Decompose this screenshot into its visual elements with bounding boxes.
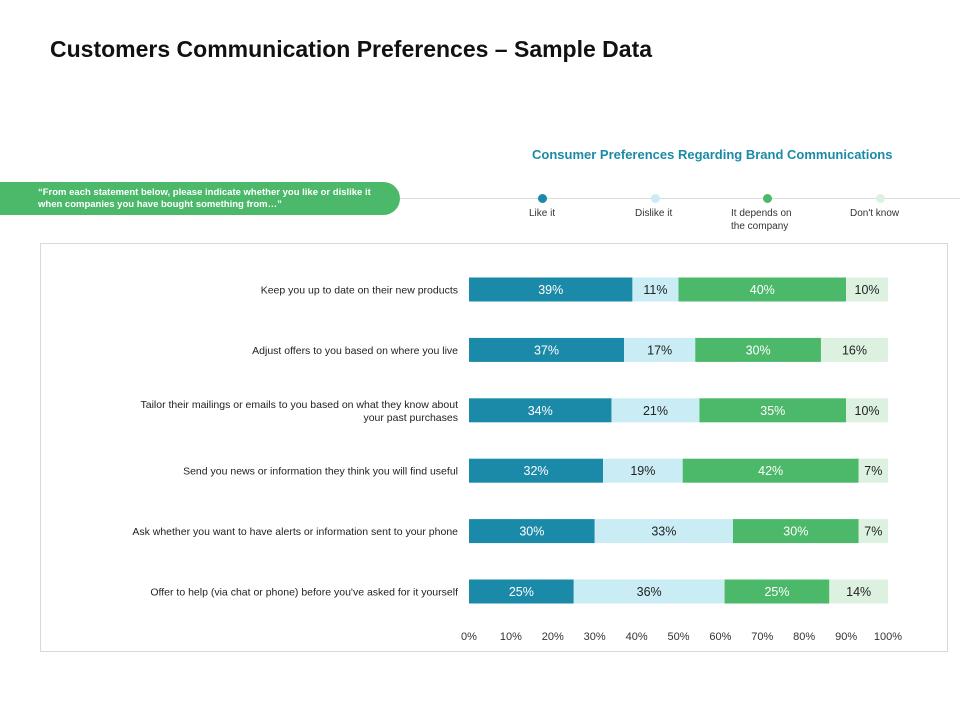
bar-segment-it-depends-on-the-company <box>678 277 847 302</box>
legend-label: It depends on the company <box>731 207 792 233</box>
data-label: 25% <box>509 585 534 599</box>
data-label: 40% <box>750 283 775 297</box>
bar-segment-it-depends-on-the-company <box>732 519 859 544</box>
x-tick-label: 40% <box>626 631 648 643</box>
survey-prompt: “From each statement below, please indic… <box>0 182 400 215</box>
x-tick-label: 50% <box>667 631 689 643</box>
legend-label-line: Dislike it <box>635 208 673 219</box>
bar-segment-it-depends-on-the-company <box>695 337 821 362</box>
bar-segment-like-it <box>469 337 625 362</box>
x-tick-label: 10% <box>500 631 522 643</box>
bar-segment-dislike-it <box>573 579 725 604</box>
stacked-bar-chart: Keep you up to date on their new product… <box>132 277 902 643</box>
legend-dot-icon <box>763 194 772 203</box>
bar-segment-dislike-it <box>594 519 733 544</box>
x-tick-label: 30% <box>584 631 606 643</box>
bar-segment-dislike-it <box>624 337 696 362</box>
category-label: your past purchases <box>363 412 458 424</box>
data-label: 10% <box>855 404 880 418</box>
bar-segment-don-t-know <box>846 277 888 302</box>
data-label: 7% <box>864 464 882 478</box>
bar-segment-it-depends-on-the-company <box>699 398 847 423</box>
data-label: 25% <box>764 585 789 599</box>
legend-dot-icon <box>538 194 547 203</box>
legend-label-line: Don't know <box>850 208 900 219</box>
bar-segment-dislike-it <box>632 277 679 302</box>
data-label: 11% <box>643 283 667 297</box>
bar-segment-it-depends-on-the-company <box>682 458 859 483</box>
legend-label-line: It depends on <box>731 208 792 219</box>
bar-segment-it-depends-on-the-company <box>724 579 830 604</box>
legend-label-line: Like it <box>529 208 556 219</box>
bar-segment-dislike-it <box>611 398 700 423</box>
data-label: 39% <box>538 283 563 297</box>
x-tick-label: 0% <box>461 631 477 643</box>
x-tick-label: 100% <box>874 631 902 643</box>
data-label: 10% <box>855 283 880 297</box>
chart-panel: Keep you up to date on their new product… <box>40 243 948 652</box>
bar-segment-like-it <box>469 579 574 604</box>
data-label: 30% <box>519 525 544 539</box>
data-label: 35% <box>760 404 785 418</box>
bar-segment-dislike-it <box>603 458 683 483</box>
bar-segment-like-it <box>469 458 604 483</box>
legend-label: Don't know <box>850 207 899 220</box>
data-label: 42% <box>758 464 783 478</box>
x-tick-label: 70% <box>751 631 773 643</box>
category-label: Tailor their mailings or emails to you b… <box>140 399 458 411</box>
data-label: 30% <box>783 525 808 539</box>
legend-dot-icon <box>876 194 885 203</box>
category-label: Offer to help (via chat or phone) before… <box>150 587 458 599</box>
chart-title: Consumer Preferences Regarding Brand Com… <box>532 147 893 162</box>
x-tick-label: 20% <box>542 631 564 643</box>
bar-segment-don-t-know <box>846 398 888 423</box>
data-label: 30% <box>746 343 771 357</box>
bar-segment-like-it <box>469 519 595 544</box>
x-tick-label: 90% <box>835 631 857 643</box>
data-label: 34% <box>528 404 553 418</box>
category-label: Keep you up to date on their new product… <box>261 285 458 297</box>
bar-segment-don-t-know <box>829 579 888 604</box>
bar-segment-don-t-know <box>858 458 888 483</box>
page-title: Customers Communication Preferences – Sa… <box>50 36 653 62</box>
data-label: 19% <box>630 464 655 478</box>
legend-dot-icon <box>651 194 660 203</box>
bar-segment-like-it <box>469 277 633 302</box>
category-label: Ask whether you want to have alerts or i… <box>132 526 458 538</box>
data-label: 37% <box>534 343 559 357</box>
data-label: 7% <box>864 525 882 539</box>
legend-label-line: the company <box>731 221 789 232</box>
data-label: 17% <box>647 343 672 357</box>
bar-segment-don-t-know <box>820 337 888 362</box>
x-tick-label: 60% <box>709 631 731 643</box>
category-label: Adjust offers to you based on where you … <box>252 345 458 357</box>
x-tick-label: 80% <box>793 631 815 643</box>
data-label: 32% <box>524 464 549 478</box>
data-label: 16% <box>842 343 867 357</box>
bar-segment-don-t-know <box>858 519 888 544</box>
data-label: 36% <box>637 585 662 599</box>
legend-line <box>400 198 960 199</box>
legend-label: Like it <box>529 207 555 220</box>
data-label: 21% <box>643 404 668 418</box>
bar-segment-like-it <box>469 398 612 423</box>
data-label: 33% <box>651 525 676 539</box>
data-label: 14% <box>846 585 871 599</box>
category-label: Send you news or information they think … <box>183 466 458 478</box>
legend-label: Dislike it <box>635 207 672 220</box>
